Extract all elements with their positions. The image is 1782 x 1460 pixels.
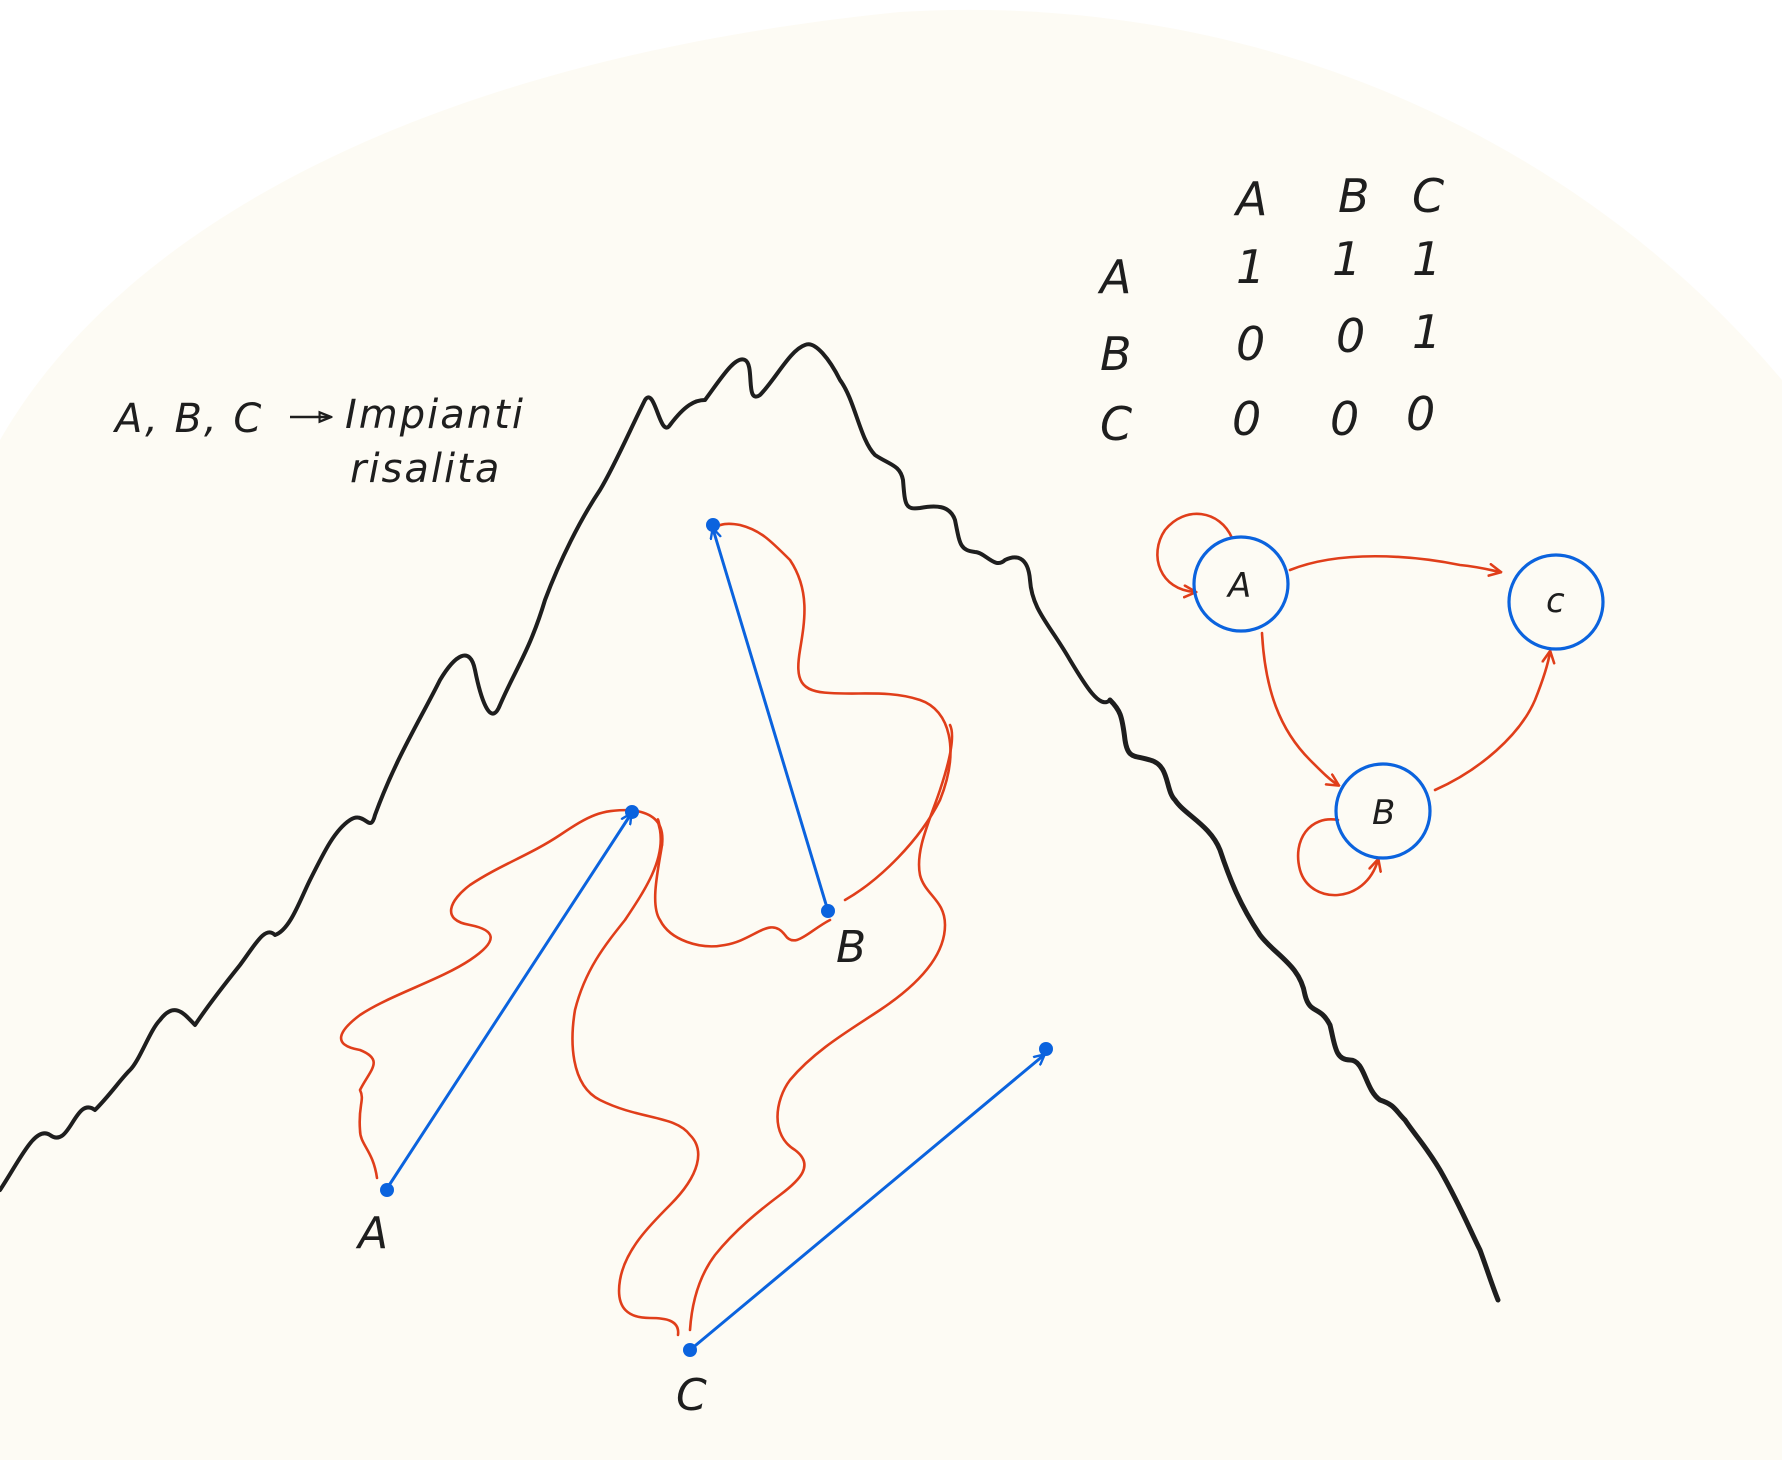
matrix-cell: 0 [1330, 392, 1359, 446]
graph-node-c-label: c [1546, 581, 1565, 621]
graph-node-b [1334, 762, 1432, 860]
matrix-cell: 1 [1332, 232, 1361, 286]
station-b-dot [821, 904, 835, 918]
matrix-cell: 0 [1232, 392, 1261, 446]
matrix-cell: 0 [1336, 309, 1365, 363]
graph-node-c [1507, 553, 1605, 651]
trail-c-left [571, 818, 700, 1337]
lift-a-to-top [384, 814, 631, 1192]
mountain-outline-right [1107, 697, 1501, 1303]
matrix-row-label: C [1100, 397, 1132, 451]
adjacency-matrix: A B C A 1 1 1 B 0 0 1 C 0 0 0 [1097, 169, 1444, 451]
graph-node-a [1192, 535, 1290, 633]
matrix-cell: 0 [1406, 387, 1435, 441]
background-shape [0, 9, 1782, 1460]
matrix-col-header: B [1338, 169, 1370, 223]
graph-node-b-label: B [1372, 793, 1395, 833]
edge-b-to-b [1296, 818, 1378, 897]
directed-graph: A B c [1156, 512, 1605, 897]
lift-c-to-right [688, 1055, 1044, 1352]
matrix-row-label: A [1097, 250, 1131, 304]
edge-a-to-c [1288, 554, 1500, 572]
note-prefix: A, B, C [112, 396, 263, 442]
matrix-col-header: C [1412, 169, 1444, 223]
matrix-cell: 1 [1236, 240, 1265, 294]
lift-b-to-top [713, 529, 830, 913]
graph-node-a-label: A [1226, 566, 1251, 606]
edge-b-to-c [1433, 652, 1550, 792]
trail-a-to-top [339, 808, 832, 1180]
station-top-left-dot [625, 805, 639, 819]
matrix-cell: 0 [1236, 317, 1265, 371]
note-line1: Impianti [345, 392, 525, 438]
edge-a-to-a [1156, 512, 1234, 592]
matrix-row-label: B [1100, 327, 1132, 381]
station-top-dot [706, 518, 720, 532]
station-c-dot [683, 1343, 697, 1357]
station-right-dot [1039, 1042, 1053, 1056]
note-line2: risalita [350, 446, 501, 492]
point-label-a: A [355, 1208, 388, 1259]
edge-a-to-b [1260, 631, 1338, 785]
point-label-b: B [836, 922, 866, 973]
trail-c-right [688, 723, 954, 1332]
mountain-outline-left [0, 342, 1112, 1192]
matrix-col-header: A [1233, 172, 1267, 226]
station-a-dot [380, 1183, 394, 1197]
matrix-cell: 1 [1412, 305, 1441, 359]
trail-b-to-top [710, 522, 952, 902]
matrix-cell: 1 [1412, 232, 1441, 286]
point-label-c: C [676, 1370, 707, 1421]
